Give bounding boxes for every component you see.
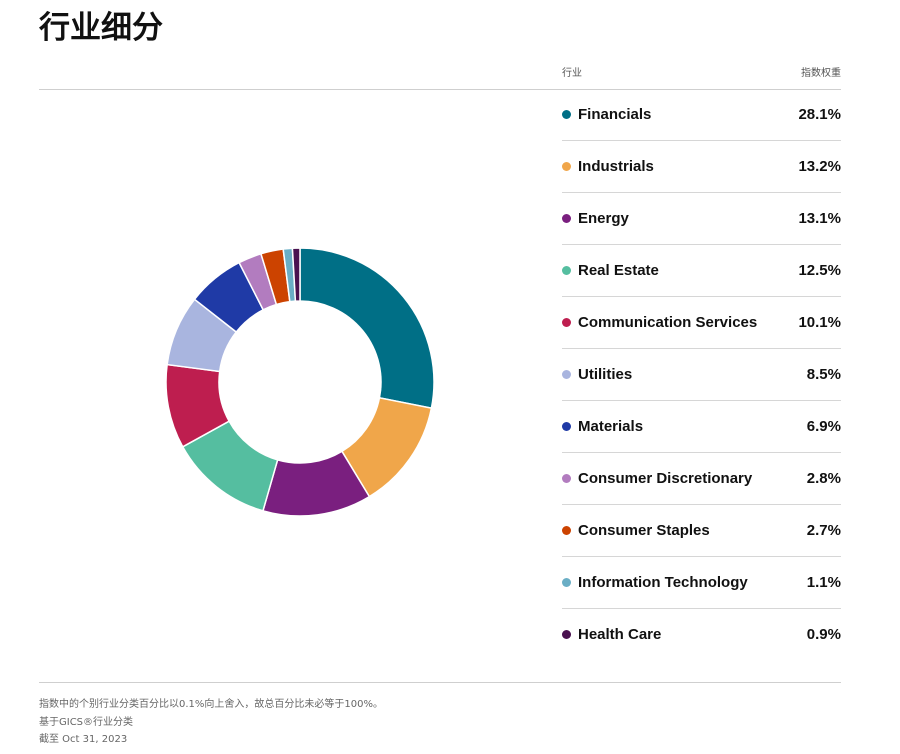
sector-row: Communication Services 10.1% [562,297,841,349]
sector-row: Consumer Discretionary 2.8% [562,453,841,505]
sector-table: 行业 指数权重 Financials 28.1% Industrials 13.2% E… [562,54,841,660]
legend-dot [562,370,571,379]
sector-name: Consumer Staples [562,522,710,539]
sector-label: Energy [578,210,629,227]
sector-weight: 2.7% [806,522,841,539]
sector-weight: 28.1% [798,106,841,123]
pie-slice [299,247,435,410]
sector-row: Utilities 8.5% [562,349,841,401]
sector-weight: 13.1% [798,210,841,227]
sector-label: Real Estate [578,262,659,279]
sector-name: Energy [562,210,629,227]
page-title: 行业细分 [39,10,163,46]
footnote-gics: 基于GICS®行业分类 [39,716,134,728]
sector-row: Industrials 13.2% [562,141,841,193]
sector-label: Utilities [578,366,633,383]
sector-label: Communication Services [578,314,758,331]
footnote-rounding: 指数中的个别行业分类百分比以0.1%向上舍入，故总百分比未必等于100%。 [39,699,383,710]
sector-label: Consumer Staples [578,522,710,539]
footnote-date: 截至 Oct 31, 2023 [39,734,128,745]
sector-label: Information Technology [578,574,748,591]
sector-weight: 13.2% [798,158,841,175]
sector-row: Consumer Staples 2.7% [562,505,841,557]
legend-dot [562,318,571,327]
donut-chart [165,247,435,517]
column-header-weight: 指数权重 [801,68,841,79]
table-header: 行业 指数权重 [562,54,841,89]
sector-row: Energy 13.1% [562,193,841,245]
pie-slice [291,247,301,302]
sector-name: Utilities [562,366,632,383]
legend-dot [562,422,571,431]
sector-name: Information Technology [562,574,748,591]
sector-row: Health Care 0.9% [562,609,841,660]
sector-row: Information Technology 1.1% [562,557,841,609]
sector-row: Financials 28.1% [562,89,841,141]
sector-label: Industrials [578,158,654,175]
top-divider [39,89,841,90]
sector-name: Communication Services [562,314,757,331]
sector-weight: 1.1% [806,574,841,591]
sector-weight: 8.5% [806,366,841,383]
sector-weight: 12.5% [798,262,841,279]
footnotes: 指数中的个别行业分类百分比以0.1%向上舍入，故总百分比未必等于100%。 基于… [39,696,383,749]
legend-dot [562,214,571,223]
bottom-divider [39,682,841,683]
legend-dot [562,266,571,275]
legend-dot [562,526,571,535]
sector-name: Financials [562,106,651,123]
column-header-sector: 行业 [562,68,582,79]
sector-label: Materials [578,418,644,435]
sector-label: Financials [578,106,652,123]
sector-label: Consumer Discretionary [578,470,753,487]
sector-weight: 2.8% [806,470,841,487]
sector-name: Real Estate [562,262,659,279]
legend-dot [562,162,571,171]
sector-weight: 6.9% [806,418,841,435]
sector-weight: 10.1% [798,314,841,331]
sector-weight: 0.9% [806,626,841,643]
legend-dot [562,474,571,483]
legend-dot [562,630,571,639]
legend-dot [562,578,571,587]
sector-row: Real Estate 12.5% [562,245,841,297]
sector-label: Health Care [578,626,662,643]
legend-dot [562,110,571,119]
sector-row: Materials 6.9% [562,401,841,453]
sector-name: Industrials [562,158,654,175]
sector-name: Health Care [562,626,661,643]
table-body: Financials 28.1% Industrials 13.2% Energy 13.… [562,89,841,660]
sector-name: Consumer Discretionary [562,470,752,487]
sector-name: Materials [562,418,643,435]
